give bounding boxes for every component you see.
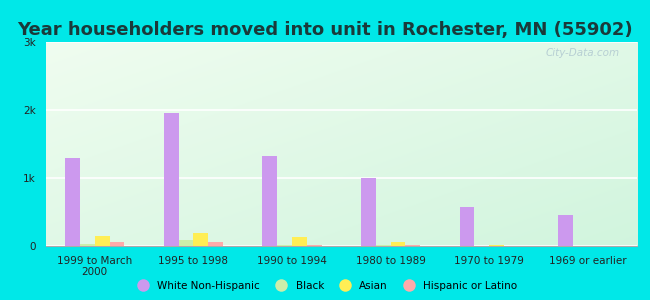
Bar: [460, 207, 474, 246]
Bar: [277, 245, 292, 246]
Bar: [208, 242, 223, 246]
Bar: [164, 113, 179, 246]
Legend: White Non-Hispanic, Black, Asian, Hispanic or Latino: White Non-Hispanic, Black, Asian, Hispan…: [128, 277, 522, 295]
Bar: [376, 245, 391, 246]
Text: Year householders moved into unit in Rochester, MN (55902): Year householders moved into unit in Roc…: [17, 21, 633, 39]
Bar: [65, 158, 80, 246]
Bar: [194, 233, 208, 246]
Bar: [110, 242, 124, 246]
Text: City-Data.com: City-Data.com: [545, 48, 619, 58]
Bar: [179, 240, 194, 246]
Bar: [361, 178, 376, 246]
Bar: [292, 237, 307, 246]
Bar: [307, 245, 322, 246]
Bar: [391, 242, 406, 246]
Bar: [489, 245, 504, 246]
Bar: [263, 156, 277, 246]
Bar: [80, 244, 95, 246]
Bar: [406, 245, 420, 246]
Bar: [558, 215, 573, 246]
Bar: [95, 236, 110, 246]
